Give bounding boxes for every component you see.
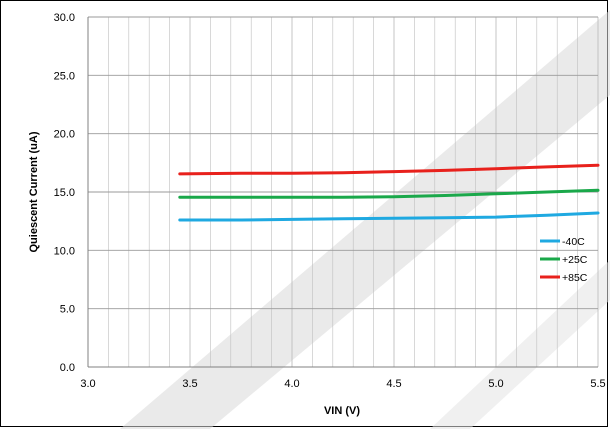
x-tick-label: 5.0 <box>488 378 503 390</box>
y-tick-label: 10.0 <box>54 245 75 257</box>
series-line <box>178 211 600 222</box>
watermark-stroke <box>430 260 610 429</box>
legend-label: +25C <box>562 254 588 266</box>
legend-label: -40C <box>562 236 585 248</box>
tick-labels: 0.0 5.0 10.0 15.0 20.0 25.0 30.0 3.0 3.5 4.0 4.5 5.… <box>54 12 606 390</box>
legend-label: +85C <box>562 272 588 284</box>
x-tick-label: 4.5 <box>386 378 401 390</box>
y-tick-label: 20.0 <box>54 129 75 141</box>
x-tick-label: 3.0 <box>80 378 95 390</box>
x-tick-label: 5.5 <box>590 378 605 390</box>
y-tick-label: 5.0 <box>60 304 75 316</box>
chart-axes <box>87 17 598 368</box>
y-tick-label: 30.0 <box>54 12 75 24</box>
x-tick-label: 3.5 <box>182 378 197 390</box>
series-line <box>178 163 600 176</box>
chart-legend: -40C +25C +85C <box>540 236 588 284</box>
y-tick-label: 25.0 <box>54 70 75 82</box>
series-lines <box>178 163 600 222</box>
y-tick-label: 0.0 <box>60 362 75 374</box>
y-axis-label: Quiescent Current (uA) <box>28 131 40 252</box>
y-tick-label: 15.0 <box>54 187 75 199</box>
x-tick-label: 4.0 <box>284 378 299 390</box>
x-axis-label: VIN (V) <box>324 405 360 417</box>
chart-grid <box>87 16 599 368</box>
series-line <box>178 188 600 199</box>
